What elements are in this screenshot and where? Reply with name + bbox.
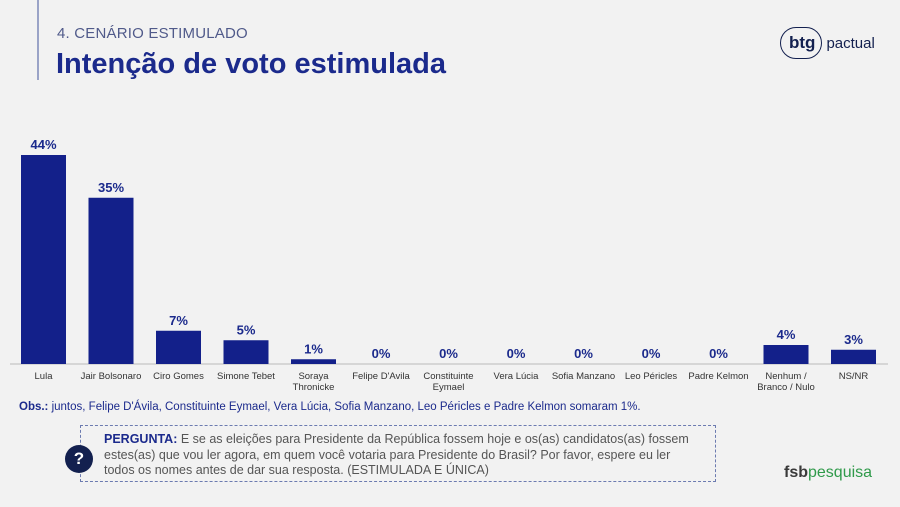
- category-label-12: NS/NR: [839, 371, 869, 382]
- data-label-3: 5%: [237, 322, 256, 337]
- bar-4: [291, 359, 336, 364]
- question-text: PERGUNTA: E se as eleições para Presiden…: [104, 432, 704, 479]
- bar-1: [88, 197, 134, 364]
- category-label-6: Constituinte Eymael: [423, 371, 473, 393]
- vote-intention-bar-chart: 44% Lula 35% Jair Bolsonaro 7% Ciro Gomes 5% Si…: [10, 137, 888, 393]
- data-label-6: 0%: [439, 346, 458, 361]
- accent-line: [37, 0, 39, 80]
- category-label-5: Felipe D'Avila: [352, 371, 410, 382]
- bar-2: [156, 330, 201, 364]
- question-body: E se as eleições para Presidente da Repú…: [104, 432, 689, 477]
- data-label-0: 44%: [30, 137, 56, 152]
- category-label-4: Soraya Thronicke: [293, 371, 335, 393]
- data-label-9: 0%: [642, 346, 661, 361]
- section-label: 4. CENÁRIO ESTIMULADO: [57, 25, 248, 42]
- data-label-4: 1%: [304, 341, 323, 356]
- fsb-logo-a: fsb: [784, 464, 808, 481]
- data-label-2: 7%: [169, 313, 188, 328]
- fsb-pesquisa-logo: fsbpesquisa: [784, 464, 872, 482]
- category-label-8: Sofia Manzano: [552, 371, 615, 382]
- btg-pactual-logo: btg pactual: [780, 26, 875, 60]
- bar-12: [831, 349, 876, 364]
- category-label-3: Simone Tebet: [217, 371, 275, 382]
- data-label-5: 0%: [372, 346, 391, 361]
- data-label-12: 3%: [844, 332, 863, 347]
- bar-11: [763, 345, 809, 364]
- category-label-2: Ciro Gomes: [153, 371, 204, 382]
- category-label-1: Jair Bolsonaro: [81, 371, 142, 382]
- obs-text: juntos, Felipe D'Ávila, Constituinte Eym…: [48, 401, 641, 413]
- data-label-11: 4%: [777, 327, 796, 342]
- category-label-0: Lula: [35, 371, 54, 382]
- btg-logo-mark: btg: [780, 27, 823, 59]
- question-icon: ?: [65, 445, 93, 473]
- category-label-10: Padre Kelmon: [688, 371, 748, 382]
- obs-label: Obs.:: [19, 401, 49, 413]
- bar-3: [223, 340, 269, 364]
- data-label-7: 0%: [507, 346, 526, 361]
- fsb-logo-b: pesquisa: [808, 464, 873, 481]
- page-title: Intenção de voto estimulada: [56, 48, 446, 80]
- observation-note: Obs.: juntos, Felipe D'Ávila, Constituin…: [19, 401, 641, 413]
- data-label-8: 0%: [574, 346, 593, 361]
- data-label-1: 35%: [98, 180, 124, 195]
- btg-logo-text: pactual: [826, 34, 875, 52]
- bar-0: [21, 155, 66, 364]
- data-label-10: 0%: [709, 346, 728, 361]
- category-label-9: Leo Péricles: [625, 371, 678, 382]
- category-label-11: Nenhum / Branco / Nulo: [757, 371, 815, 393]
- category-label-7: Vera Lúcia: [494, 371, 540, 382]
- question-label: PERGUNTA:: [104, 432, 178, 446]
